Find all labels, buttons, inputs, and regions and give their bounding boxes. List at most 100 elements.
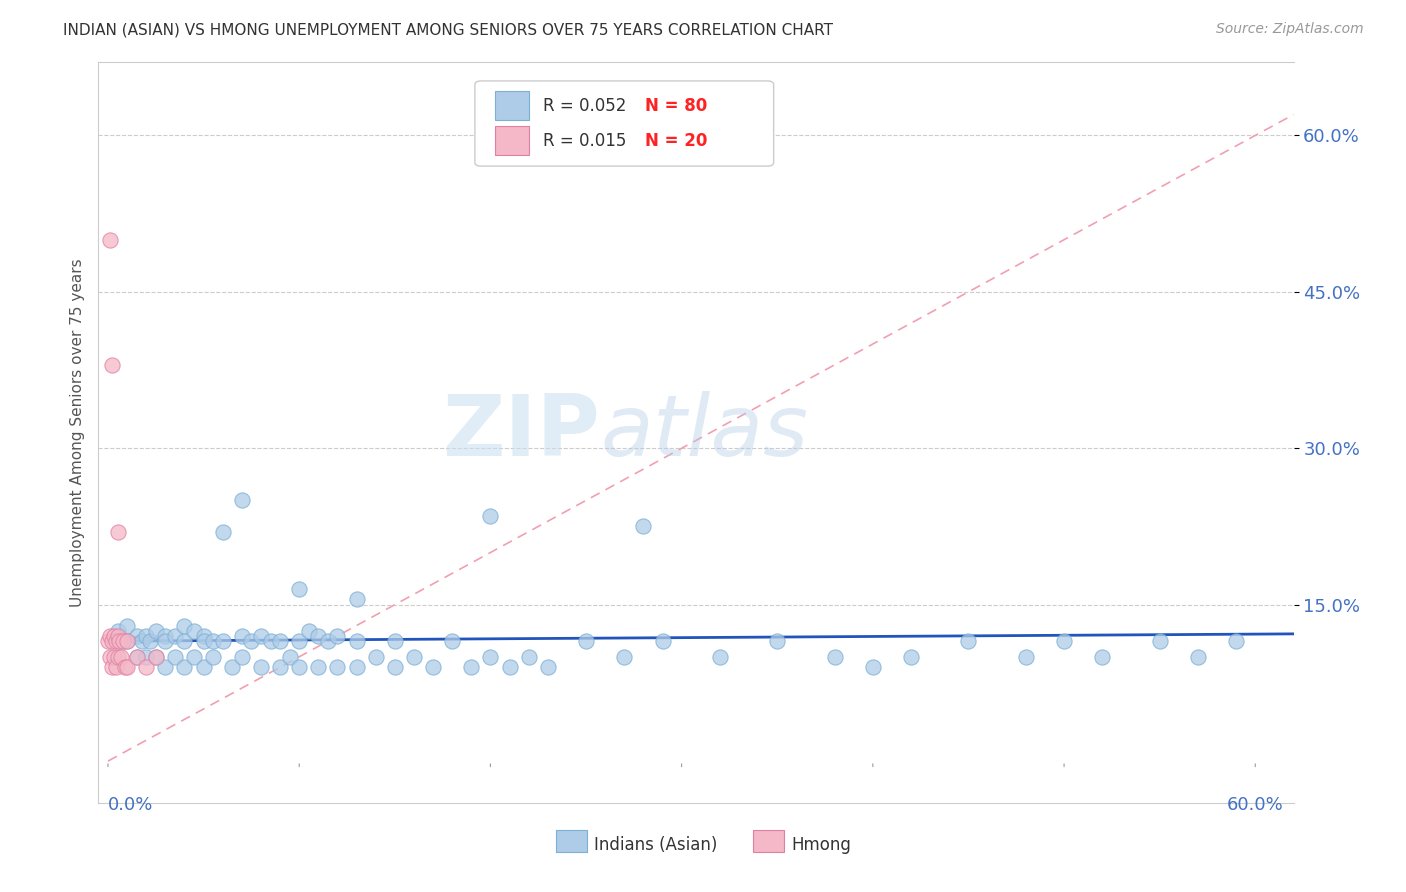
Point <box>193 660 215 674</box>
Point <box>125 629 148 643</box>
Point <box>651 634 673 648</box>
FancyBboxPatch shape <box>475 81 773 166</box>
Point <box>110 649 132 664</box>
Point <box>163 629 186 643</box>
Text: Indians (Asian): Indians (Asian) <box>595 836 717 854</box>
Point <box>269 660 291 674</box>
Text: R = 0.052: R = 0.052 <box>543 96 626 114</box>
Point <box>135 660 157 674</box>
Point <box>460 660 482 674</box>
Text: ZIP: ZIP <box>443 391 600 475</box>
Point <box>104 660 127 674</box>
Point <box>298 624 321 638</box>
Point <box>575 634 598 648</box>
Point <box>145 649 167 664</box>
Point <box>202 649 225 664</box>
Point <box>346 660 368 674</box>
Point <box>1187 649 1209 664</box>
Point <box>1015 649 1038 664</box>
Point <box>211 524 233 539</box>
Point <box>307 629 329 643</box>
Point <box>957 634 980 648</box>
Point <box>98 629 121 643</box>
Point <box>240 634 263 648</box>
Point <box>193 634 215 648</box>
Point <box>1091 649 1114 664</box>
Point <box>288 582 311 596</box>
Point <box>1225 634 1247 648</box>
FancyBboxPatch shape <box>495 92 529 120</box>
Point <box>115 634 138 648</box>
Point <box>145 624 167 638</box>
Point <box>193 629 215 643</box>
Point <box>135 649 157 664</box>
Point <box>402 649 425 664</box>
Point <box>114 660 136 674</box>
Point <box>269 634 291 648</box>
Text: INDIAN (ASIAN) VS HMONG UNEMPLOYMENT AMONG SENIORS OVER 75 YEARS CORRELATION CHA: INDIAN (ASIAN) VS HMONG UNEMPLOYMENT AMO… <box>63 22 834 37</box>
Point <box>250 660 273 674</box>
Point <box>115 660 138 674</box>
Point <box>125 649 148 664</box>
Point <box>364 649 387 664</box>
Text: N = 80: N = 80 <box>644 96 707 114</box>
Text: Source: ZipAtlas.com: Source: ZipAtlas.com <box>1216 22 1364 37</box>
Text: Hmong: Hmong <box>792 836 852 854</box>
Point <box>139 634 162 648</box>
FancyBboxPatch shape <box>557 830 588 853</box>
Point <box>1149 634 1171 648</box>
Point <box>537 660 560 674</box>
Point <box>115 634 138 648</box>
Y-axis label: Unemployment Among Seniors over 75 years: Unemployment Among Seniors over 75 years <box>69 259 84 607</box>
Point <box>384 660 406 674</box>
Point <box>97 634 120 648</box>
Point <box>155 660 177 674</box>
Text: 0.0%: 0.0% <box>108 796 153 814</box>
Point <box>288 660 311 674</box>
Point <box>479 649 502 664</box>
Point <box>173 618 195 632</box>
Point <box>633 519 655 533</box>
Point <box>115 618 138 632</box>
Point <box>155 634 177 648</box>
Point <box>107 649 129 664</box>
FancyBboxPatch shape <box>495 127 529 154</box>
Point <box>108 634 131 648</box>
Point <box>103 629 125 643</box>
Point <box>183 649 205 664</box>
Point <box>101 660 124 674</box>
Point <box>231 493 253 508</box>
Point <box>101 634 124 648</box>
Text: atlas: atlas <box>600 391 808 475</box>
Point <box>101 358 124 372</box>
Point <box>316 634 339 648</box>
Point <box>1053 634 1076 648</box>
Point <box>112 634 135 648</box>
Point <box>709 649 731 664</box>
Point <box>278 649 301 664</box>
Point <box>202 634 225 648</box>
Point <box>422 660 444 674</box>
Point <box>307 660 329 674</box>
Point <box>98 233 121 247</box>
Point <box>326 660 349 674</box>
Point <box>125 649 148 664</box>
Point <box>211 634 233 648</box>
Point <box>766 634 789 648</box>
Point <box>288 634 311 648</box>
Point <box>135 629 157 643</box>
Point <box>479 509 502 524</box>
Point <box>346 634 368 648</box>
Text: 60.0%: 60.0% <box>1227 796 1284 814</box>
Point <box>517 649 540 664</box>
Point <box>173 634 195 648</box>
Text: N = 20: N = 20 <box>644 131 707 150</box>
FancyBboxPatch shape <box>754 830 785 853</box>
Point <box>221 660 243 674</box>
Point <box>259 634 281 648</box>
Point <box>498 660 520 674</box>
Point <box>104 634 127 648</box>
Point <box>107 524 129 539</box>
Point <box>103 649 125 664</box>
Point <box>145 649 167 664</box>
